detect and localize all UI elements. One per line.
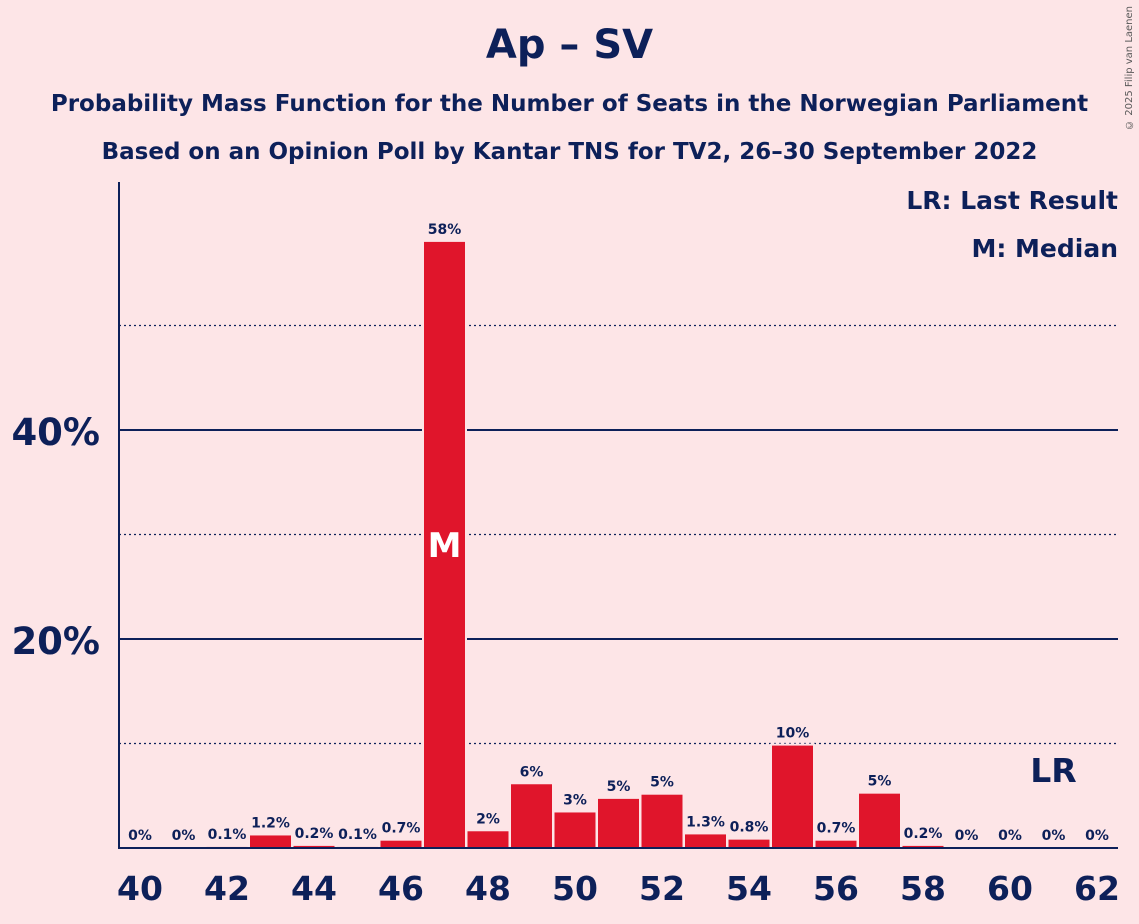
bar-outline [335, 844, 380, 848]
bar-value-label: 0.7% [817, 821, 856, 837]
bar-value-label: 2% [476, 811, 500, 827]
bar [554, 812, 596, 848]
bar-value-label: 0.7% [382, 821, 421, 837]
bar-value-label: 3% [563, 792, 587, 808]
y-tick-label: 40% [11, 411, 100, 454]
x-tick-label: 42 [204, 869, 250, 908]
chart-title: Ap – SV [485, 22, 654, 68]
x-tick-label: 58 [900, 869, 946, 908]
bar [685, 834, 726, 848]
bar-value-label: 5% [607, 779, 631, 795]
x-tick-label: 60 [987, 869, 1033, 908]
x-tick-label: 62 [1074, 869, 1120, 908]
chart-subtitle-poll: Based on an Opinion Poll by Kantar TNS f… [101, 139, 1038, 165]
axes: 20% 40% 40 42 44 46 48 50 52 54 56 58 60 62 [11, 182, 1120, 908]
bar [902, 845, 944, 848]
bar [250, 835, 291, 848]
x-tick-label: 46 [378, 869, 424, 908]
bar-value-label: 0% [1042, 828, 1066, 844]
bar-value-label: 6% [520, 764, 544, 780]
bar [772, 745, 813, 848]
bar [641, 794, 683, 848]
gridlines [119, 324, 1118, 745]
bar-value-label: 0.8% [730, 820, 769, 836]
bar-value-label: 0% [955, 828, 979, 844]
bar-value-label: 0% [1085, 828, 1109, 844]
bars [204, 239, 946, 848]
bar [424, 241, 465, 848]
legend-last-result: LR: Last Result [906, 186, 1118, 215]
x-tick-label: 52 [639, 869, 685, 908]
chart-subtitle: Probability Mass Function for the Number… [50, 91, 1089, 117]
y-tick-label: 20% [11, 620, 100, 663]
bar-value-label: 0.1% [208, 827, 247, 843]
median-marker: M [428, 526, 462, 566]
last-result-marker: LR [1030, 751, 1076, 790]
bar [511, 784, 552, 848]
bar-value-label: 1.2% [251, 815, 290, 831]
bar-value-label: 0% [172, 828, 196, 844]
bar-value-label: 0.2% [904, 826, 943, 842]
x-tick-label: 50 [552, 869, 598, 908]
legend-median: M: Median [971, 234, 1118, 263]
bar [467, 831, 509, 848]
bar [815, 840, 857, 848]
bar-value-label: 10% [776, 726, 810, 742]
x-tick-label: 44 [291, 869, 337, 908]
bar-value-labels: 0% 0% 0.1%1.2%0.2% 0.1% 0.7%58%2%6%3%5% 5%1.3… [128, 222, 1109, 844]
bar-value-label: 0% [128, 828, 152, 844]
bar [293, 845, 335, 848]
bar-value-label: 0.1% [338, 827, 377, 843]
bar-outline [204, 844, 250, 848]
bar [728, 839, 770, 848]
bar [598, 798, 639, 848]
x-tick-label: 48 [465, 869, 511, 908]
bar [859, 793, 900, 848]
x-tick-label: 56 [813, 869, 859, 908]
bar-value-label: 0.2% [295, 826, 334, 842]
x-tick-label: 54 [726, 869, 772, 908]
bar-value-label: 0% [998, 828, 1022, 844]
bar-value-label: 1.3% [686, 814, 725, 830]
bar-value-label: 58% [428, 222, 462, 238]
x-tick-label: 40 [117, 869, 163, 908]
bar-value-label: 5% [868, 774, 892, 790]
bar [380, 840, 422, 848]
bar-value-label: 5% [650, 775, 674, 791]
